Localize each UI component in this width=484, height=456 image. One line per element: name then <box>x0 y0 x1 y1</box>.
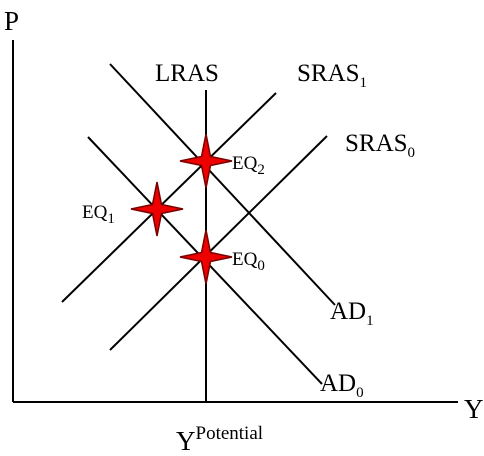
eq2-label: EQ2 <box>232 153 265 178</box>
y-potential-label: YPotential <box>176 423 263 456</box>
sras1-label: SRAS1 <box>297 60 367 91</box>
eq0-marker <box>179 229 233 285</box>
sras1-curve <box>61 92 277 303</box>
eq1-label: EQ1 <box>82 202 115 227</box>
eq1-marker <box>130 181 184 237</box>
ad1-curve <box>109 63 336 306</box>
eq2-marker <box>179 133 233 189</box>
x-axis-label: Y <box>464 394 484 424</box>
ad1-label: AD1 <box>330 298 374 329</box>
sras0-curve <box>109 135 328 351</box>
eq0-label: EQ0 <box>232 249 265 274</box>
ad0-label: AD0 <box>320 370 364 401</box>
sras0-label: SRAS0 <box>345 130 415 161</box>
y-axis-label: P <box>4 6 19 36</box>
lras-label: LRAS <box>155 60 219 87</box>
